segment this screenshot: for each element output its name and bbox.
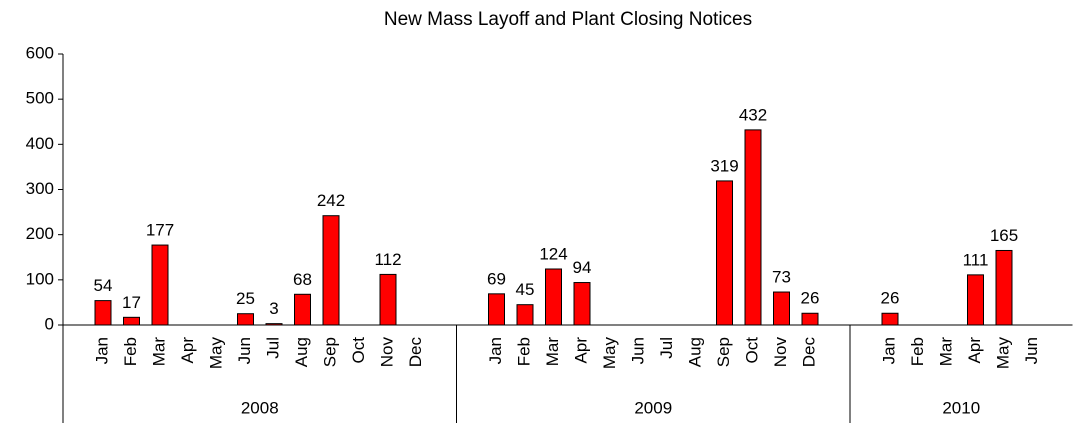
data-label: 319 (710, 156, 738, 175)
x-tick-label: Jan (879, 337, 898, 364)
x-tick-label: Jul (263, 337, 282, 359)
group-label: 2008 (241, 398, 279, 417)
x-tick-label: Apr (571, 337, 590, 364)
data-label: 73 (772, 268, 791, 287)
bar (573, 282, 591, 326)
y-tick-label: 300 (26, 179, 54, 198)
group-label: 2010 (942, 398, 980, 417)
x-tick-label: May (600, 337, 619, 370)
x-tick-label: May (993, 337, 1012, 370)
x-tick-label: Dec (406, 337, 425, 368)
data-label: 242 (317, 191, 345, 210)
x-tick-label: Jan (486, 337, 505, 364)
bar (744, 129, 762, 326)
y-tick-label: 0 (45, 314, 54, 333)
data-label: 54 (94, 276, 113, 295)
x-tick-label: Aug (685, 337, 704, 367)
data-label: 111 (963, 250, 989, 269)
y-tick-label: 600 (26, 43, 54, 62)
x-tick-label: May (206, 337, 225, 370)
data-label: 45 (516, 280, 535, 299)
x-tick-label: Mar (543, 337, 562, 367)
bar (545, 268, 562, 326)
bar (94, 300, 112, 326)
bar (294, 293, 311, 326)
x-tick-label: Jun (1022, 337, 1041, 364)
x-tick-label: Jan (92, 337, 111, 364)
data-label: 26 (801, 289, 820, 308)
x-tick-label: Jul (657, 337, 676, 359)
bar (967, 274, 984, 326)
x-tick-label: Jun (235, 337, 254, 364)
data-label: 68 (293, 270, 312, 289)
x-tick-label: Feb (121, 337, 140, 366)
bar (995, 249, 1013, 326)
y-tick-label: 500 (26, 89, 54, 108)
bar (379, 273, 397, 326)
bar (881, 312, 899, 326)
data-label: 3 (269, 299, 278, 318)
y-tick-label: 200 (26, 224, 54, 243)
bar (488, 293, 505, 326)
x-tick-label: Mar (936, 337, 955, 367)
x-tick-label: Nov (377, 337, 396, 368)
x-tick-label: Oct (742, 337, 761, 364)
x-tick-label: Dec (799, 337, 818, 368)
data-label: 25 (236, 289, 255, 308)
bar (123, 316, 140, 326)
x-tick-label: Apr (965, 337, 984, 364)
data-label: 124 (539, 244, 567, 263)
group-label: 2009 (634, 398, 672, 417)
x-tick-label: Oct (349, 337, 368, 364)
x-tick-label: Feb (514, 337, 533, 366)
bar (801, 312, 819, 326)
bar (773, 291, 790, 326)
y-tick-label: 400 (26, 134, 54, 153)
x-tick-label: Nov (771, 337, 790, 368)
x-tick-label: Aug (292, 337, 311, 367)
bar (322, 215, 340, 326)
data-label: 165 (990, 226, 1018, 245)
bar (516, 304, 534, 326)
x-tick-label: Sep (320, 337, 339, 367)
data-label: 112 (374, 250, 401, 269)
x-tick-label: Feb (908, 337, 927, 366)
data-label: 432 (739, 105, 767, 124)
x-tick-label: Jun (628, 337, 647, 364)
x-tick-label: Mar (149, 337, 168, 367)
data-label: 94 (573, 258, 592, 277)
data-label: 177 (146, 221, 174, 240)
x-tick-label: Sep (714, 337, 733, 367)
bar (716, 180, 733, 326)
data-label: 26 (881, 289, 900, 308)
data-label: 17 (122, 293, 141, 312)
x-tick-label: Apr (178, 337, 197, 364)
bar (151, 244, 169, 326)
y-tick-label: 100 (26, 269, 54, 288)
data-label: 69 (487, 269, 506, 288)
bar (237, 313, 254, 326)
chart-title: New Mass Layoff and Plant Closing Notice… (384, 9, 752, 30)
